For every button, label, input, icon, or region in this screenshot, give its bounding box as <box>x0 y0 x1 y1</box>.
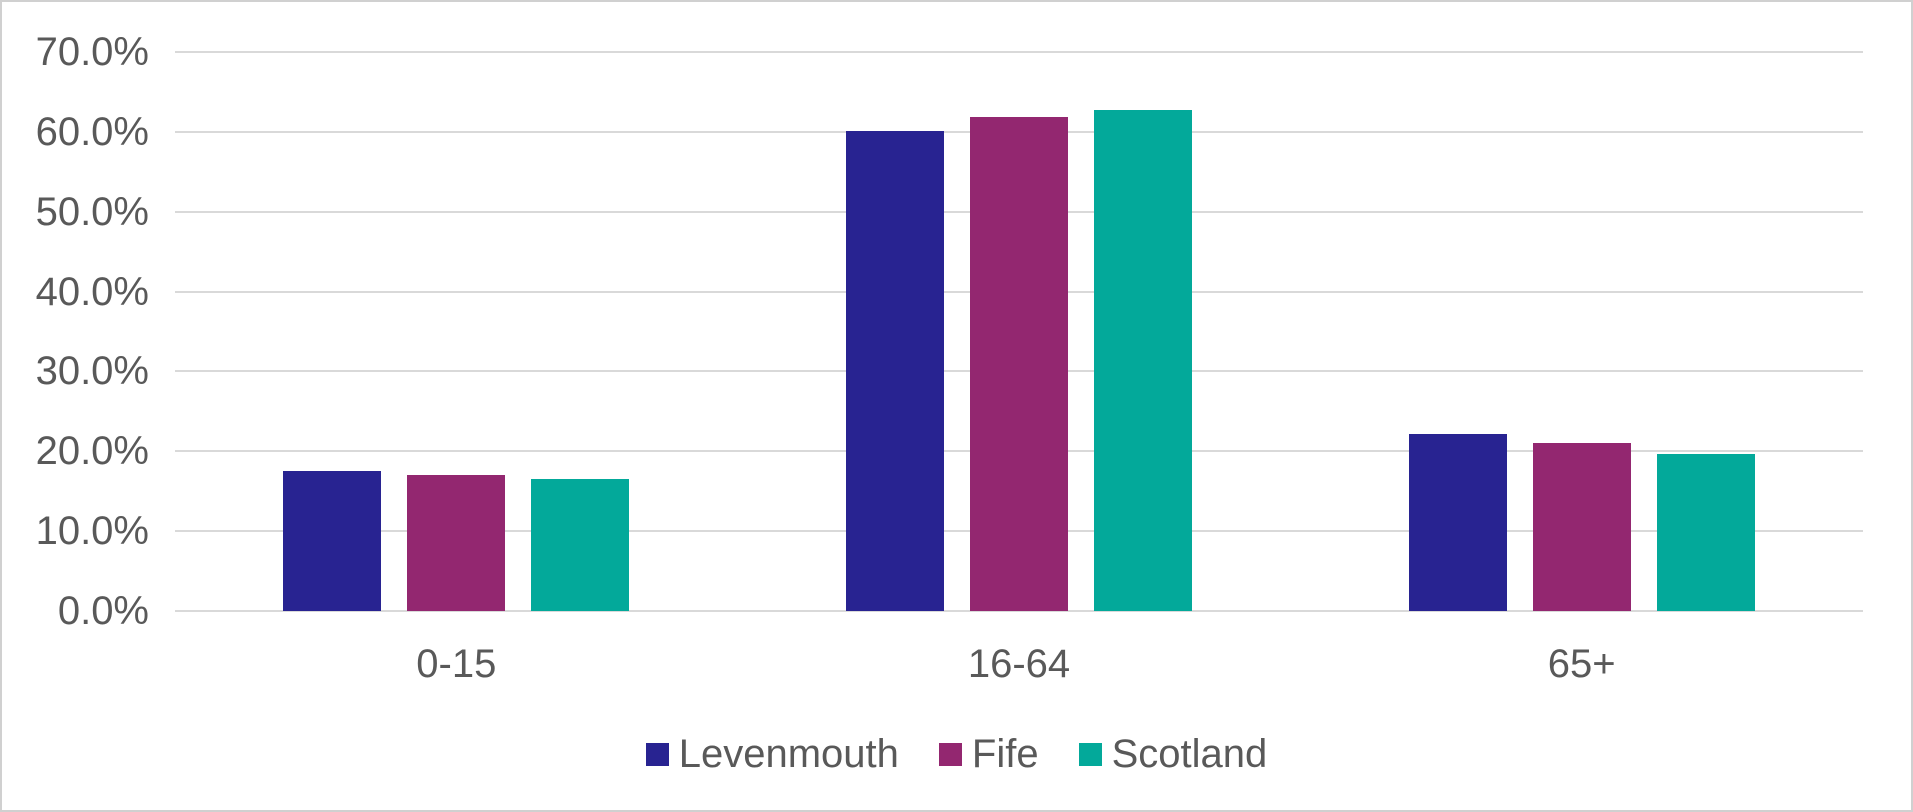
legend-swatch-icon <box>938 743 962 766</box>
bar-group-65+ <box>1300 52 1863 611</box>
legend: Levenmouth Fife Scotland <box>2 732 1911 777</box>
bar-scotland-65+ <box>1656 454 1755 611</box>
legend-item-fife: Fife <box>938 732 1039 777</box>
y-axis-tick-label: 20.0% <box>35 429 149 474</box>
legend-label: Fife <box>971 732 1039 776</box>
legend-label: Levenmouth <box>678 732 899 776</box>
x-axis-category-label: 65+ <box>1547 642 1616 686</box>
y-axis-tick-label: 0.0% <box>57 589 149 633</box>
legend-label: Scotland <box>1111 732 1268 776</box>
bar-levenmouth-16-64 <box>845 131 944 611</box>
bar-levenmouth-0-15 <box>283 471 382 611</box>
bar-scotland-16-64 <box>1093 110 1192 611</box>
legend-swatch-icon <box>1078 743 1102 766</box>
bar-scotland-0-15 <box>531 479 630 611</box>
y-axis-tick-label: 50.0% <box>35 189 149 234</box>
bar-group-0-15 <box>175 52 738 611</box>
legend-item-scotland: Scotland <box>1078 732 1268 777</box>
bar-fife-16-64 <box>969 117 1068 611</box>
y-axis-tick-label: 30.0% <box>35 349 149 394</box>
y-axis-tick-label: 70.0% <box>35 30 149 74</box>
y-axis-tick-label: 10.0% <box>35 509 149 554</box>
bar-group-16-64 <box>738 52 1301 611</box>
x-axis-category-label: 0-15 <box>416 642 497 686</box>
y-axis-tick-label: 40.0% <box>35 269 149 314</box>
y-axis-tick-label: 60.0% <box>35 109 149 154</box>
gridline-70 <box>175 51 1863 53</box>
gridline-0 <box>175 610 1863 612</box>
bar-fife-0-15 <box>407 475 506 611</box>
legend-item-levenmouth: Levenmouth <box>645 732 899 777</box>
bar-levenmouth-65+ <box>1408 433 1507 611</box>
legend-swatch-icon <box>645 743 669 766</box>
x-axis-category-label: 16-64 <box>967 642 1071 686</box>
bar-fife-65+ <box>1532 442 1631 611</box>
